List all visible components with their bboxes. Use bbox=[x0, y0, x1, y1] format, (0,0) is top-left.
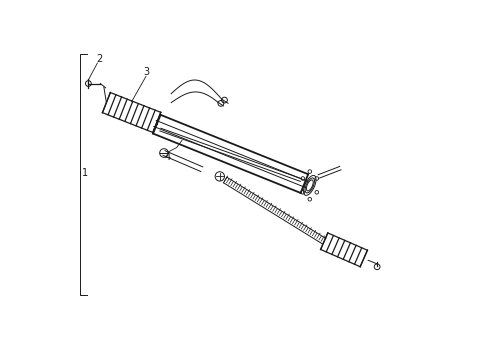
Text: 1: 1 bbox=[82, 168, 88, 178]
Text: 2: 2 bbox=[96, 54, 102, 64]
Text: 4: 4 bbox=[165, 152, 171, 162]
Text: 3: 3 bbox=[143, 67, 149, 77]
